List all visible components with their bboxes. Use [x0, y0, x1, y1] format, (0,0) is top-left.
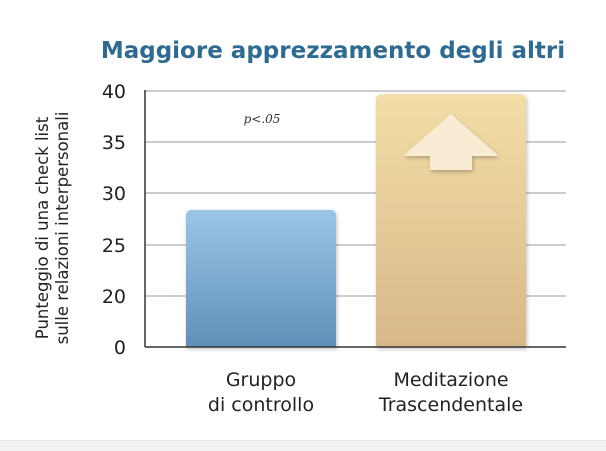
chart-title: Maggiore apprezzamento degli altri: [101, 38, 565, 64]
y-tick-30: 30: [102, 183, 126, 205]
y-axis-label: Punteggio di una check list sulle relazi…: [33, 112, 72, 345]
x-tick-labels: Gruppo di controllo Meditazione Trascendent…: [208, 369, 523, 416]
axes: [144, 90, 566, 348]
y-tick-35: 35: [102, 132, 126, 154]
y-tick-25: 25: [102, 235, 126, 257]
x-tick-label-0-line-1: Gruppo: [226, 369, 296, 391]
bar-meditazione-trascendentale: [376, 94, 526, 347]
up-arrow-icon: [403, 114, 499, 170]
y-tick-20: 20: [102, 286, 126, 308]
significance-annotation: p<.05: [244, 112, 281, 126]
bars: [186, 94, 526, 347]
x-tick-label-1-line-1: Meditazione: [393, 369, 508, 391]
footer-divider: [0, 440, 606, 451]
x-tick-label-1-line-2: Trascendentale: [378, 394, 523, 416]
y-tick-0: 0: [114, 337, 126, 359]
y-tick-40: 40: [102, 81, 126, 103]
y-axis-label-line-1: Punteggio di una check list: [33, 116, 52, 339]
bar-gruppo-di-controllo: [186, 209, 336, 347]
x-tick-label-0-line-2: di controllo: [208, 394, 314, 416]
y-axis-label-line-2: sulle relazioni interpersonali: [53, 112, 72, 345]
y-tick-labels: 0 20 25 30 35 40: [102, 81, 126, 359]
